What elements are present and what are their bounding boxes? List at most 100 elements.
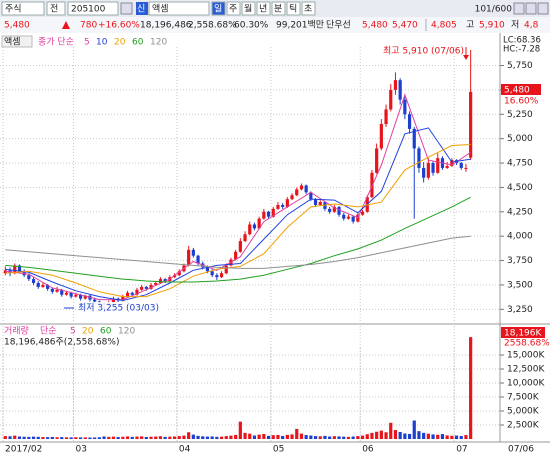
- volume-bar: [187, 432, 191, 439]
- volume-bar: [276, 434, 280, 439]
- candle-body: [83, 295, 87, 299]
- period-label: 분: [274, 4, 282, 15]
- candle-body: [158, 279, 163, 283]
- volume-label-box: [501, 327, 545, 338]
- nav-button[interactable]: [513, 2, 525, 15]
- candle-body: [398, 80, 402, 100]
- candle-body: [27, 275, 31, 280]
- volume-bar: [445, 435, 449, 439]
- volume-bar: [8, 436, 12, 439]
- volume-bar: [215, 436, 219, 439]
- count: 101/600: [475, 5, 513, 15]
- candle-body: [469, 91, 473, 158]
- price-label: 5,480: [504, 86, 530, 96]
- legend-entry: 60: [132, 38, 144, 48]
- code-input[interactable]: [67, 1, 119, 16]
- nav-button[interactable]: [537, 2, 549, 15]
- quote-low: 4,8: [524, 21, 539, 31]
- chart-area: [0, 33, 550, 455]
- volume-bar: [436, 434, 440, 439]
- volume-bar: [271, 435, 275, 439]
- candle-body: [346, 216, 351, 219]
- period-button[interactable]: [271, 1, 286, 16]
- candle-body: [436, 158, 440, 173]
- candle-body: [309, 192, 313, 200]
- volume-bar: [299, 433, 304, 439]
- candle-body: [130, 292, 134, 295]
- volume-bar: [36, 436, 40, 439]
- volume-bar: [384, 432, 388, 439]
- period-button[interactable]: [226, 1, 241, 16]
- candle-body: [111, 298, 116, 303]
- candle-body: [93, 299, 97, 302]
- low-annotation-bg: [76, 302, 168, 314]
- y-tick-label: 12,500K: [507, 365, 545, 375]
- y-tick-label: 4,250: [507, 207, 533, 217]
- candle-body: [281, 204, 285, 207]
- period-label: 초: [304, 4, 312, 15]
- volume-bar: [205, 436, 210, 439]
- volume-bar: [360, 435, 365, 439]
- candle-body: [219, 273, 224, 278]
- legend-entry: 5: [84, 38, 90, 48]
- volume-bar: [135, 436, 139, 439]
- volume-bar: [346, 436, 351, 439]
- candle-body: [248, 224, 252, 235]
- candle-body: [36, 282, 40, 287]
- candle-body: [318, 202, 322, 205]
- volume-bar: [140, 436, 144, 439]
- mode-select[interactable]: [46, 1, 66, 16]
- candle-body: [64, 292, 69, 295]
- high-arrow-head: [463, 55, 469, 60]
- y-tick-label: 3,250: [507, 305, 533, 315]
- candle-body: [69, 292, 73, 297]
- volume-bar: [22, 436, 26, 439]
- volume-bar: [332, 436, 336, 439]
- period-button[interactable]: [286, 1, 301, 16]
- candle-body: [187, 249, 191, 266]
- candle-body: [304, 185, 308, 193]
- period-button[interactable]: [211, 1, 226, 16]
- volume-bar: [313, 436, 318, 439]
- volume-bar: [389, 422, 393, 439]
- x-tick-label: 04: [179, 445, 191, 455]
- candle-body: [351, 216, 355, 222]
- volume-bar: [464, 435, 468, 439]
- candle-body: [224, 265, 228, 274]
- quote-volume-rate: 2,558.68%: [188, 21, 237, 31]
- volume-bar: [342, 436, 346, 439]
- candle-body: [313, 199, 318, 205]
- volume-bar: [210, 436, 214, 439]
- candle-body: [290, 195, 294, 200]
- candle-body: [464, 167, 468, 169]
- period-button[interactable]: [241, 1, 256, 16]
- volume-bar: [219, 436, 224, 439]
- period-button[interactable]: [256, 1, 271, 16]
- legend-entry: 10: [96, 38, 108, 48]
- volume-bar: [191, 434, 195, 439]
- candle-body: [55, 289, 59, 292]
- quote-volume: 18,196,486: [140, 21, 192, 31]
- legend-entry: 20: [114, 38, 126, 48]
- hc: HC:-7.28: [503, 45, 540, 55]
- candle-body: [149, 284, 153, 289]
- moving-average-line: [5, 93, 471, 301]
- quote-low-label: 저: [511, 20, 519, 31]
- volume-bar: [365, 434, 369, 439]
- search-button[interactable]: [120, 2, 133, 15]
- nav-button[interactable]: [525, 2, 537, 15]
- candle-body: [238, 241, 242, 252]
- y-tick-label: 7,500K: [507, 393, 540, 403]
- y-tick-label: 5,750: [507, 61, 533, 71]
- volume-bar: [370, 432, 374, 439]
- quote-change: 780: [80, 21, 97, 31]
- candle-body: [31, 279, 36, 283]
- market-select[interactable]: [1, 1, 45, 16]
- volume-bar: [163, 436, 167, 439]
- period-button[interactable]: [301, 1, 316, 16]
- period-label: 일: [214, 4, 222, 15]
- candle-body: [403, 99, 407, 115]
- y-tick-label: 4,500: [507, 183, 533, 193]
- candle-body: [135, 289, 139, 295]
